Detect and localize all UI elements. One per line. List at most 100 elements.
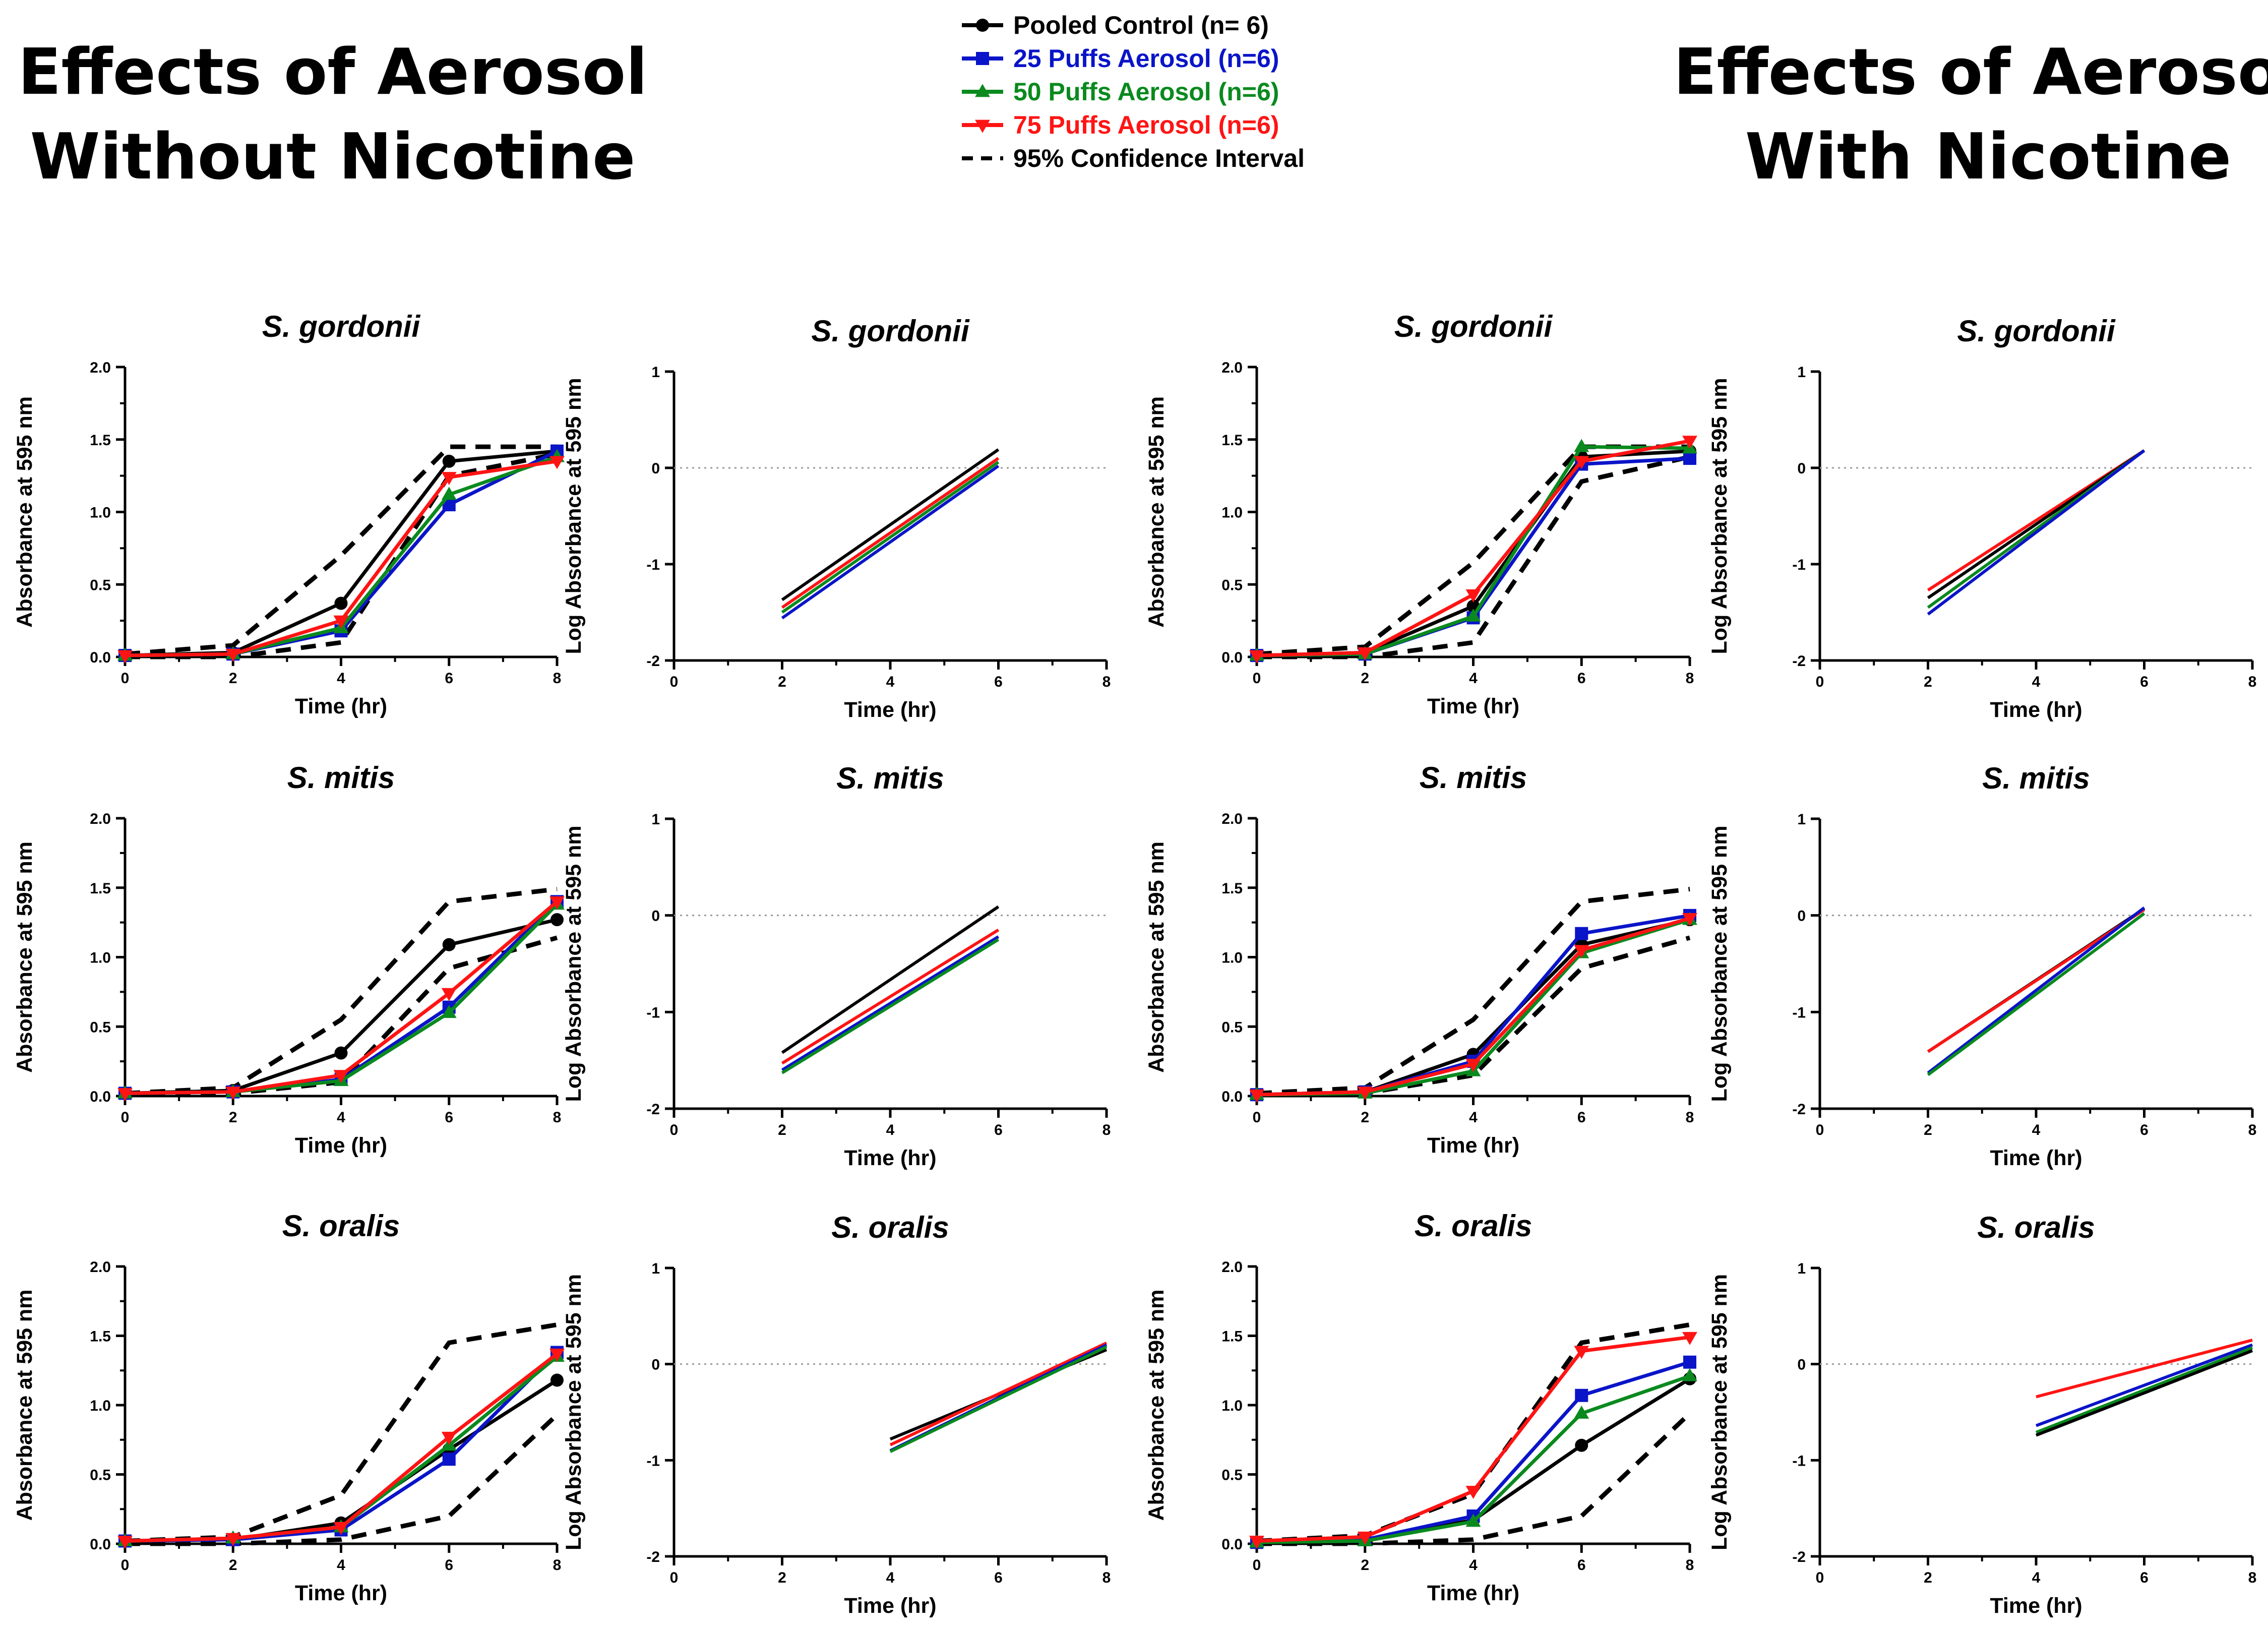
heading-left-line2: Without Nicotine (30, 119, 636, 194)
panel-r2c2: S. oralis Time (hr) Absorbance at 595 nm 0.… (1144, 1209, 1697, 1605)
panel-r2c1: S. oralis Time (hr) Log Absorbance at 595 … (562, 1211, 1111, 1618)
data-point-control (1575, 1438, 1588, 1452)
x-axis-label: Time (hr) (844, 1594, 936, 1618)
x-tick-label: 8 (2248, 1569, 2257, 1586)
y-tick-label: 0 (1797, 1357, 1806, 1373)
panel-title: S. gordonii (811, 314, 970, 348)
x-tick-label: 2 (1361, 670, 1369, 687)
x-tick-label: 2 (1924, 674, 1932, 690)
confidence-interval-upper (125, 444, 557, 656)
y-axis-label: Log Absorbance at 595 nm (562, 378, 586, 654)
y-tick-label: 1 (1797, 1260, 1806, 1277)
y-tick-label: 0 (1797, 908, 1806, 925)
y-tick-label: 0.5 (1221, 577, 1243, 593)
y-tick-label: 1.0 (90, 505, 111, 521)
data-point-p75 (1357, 1086, 1373, 1100)
y-axis-label: Absorbance at 595 nm (13, 1290, 37, 1521)
y-tick-label: 1.0 (1221, 1398, 1243, 1414)
data-point-p75 (117, 650, 133, 663)
y-tick-label: 0.0 (90, 1536, 111, 1553)
x-tick-label: 6 (1577, 1109, 1586, 1126)
y-axis-label: Log Absorbance at 595 nm (1707, 1274, 1732, 1550)
confidence-interval-upper (1256, 887, 1690, 1096)
series-line-p75 (2036, 1339, 2253, 1399)
series-line-p25 (781, 464, 1000, 620)
x-tick-label: 0 (1253, 1557, 1261, 1574)
x-tick-label: 8 (2248, 1122, 2257, 1138)
x-tick-label: 4 (2032, 1122, 2041, 1138)
y-tick-label: 2.0 (90, 811, 111, 827)
data-point-p75 (333, 1522, 349, 1535)
data-point-control (550, 913, 564, 927)
data-point-p75 (117, 1088, 133, 1102)
x-tick-label: 4 (337, 1557, 345, 1574)
x-tick-label: 2 (1924, 1122, 1932, 1138)
heading-left-line1: Effects of Aerosol (18, 35, 647, 109)
x-tick-label: 6 (994, 1569, 1003, 1586)
series-line-p50 (889, 1345, 1108, 1453)
x-axis-label: Time (hr) (844, 1146, 936, 1170)
y-tick-label: 2.0 (90, 359, 111, 376)
y-tick-label: 1.0 (1221, 505, 1243, 521)
data-point-p75 (441, 1431, 457, 1445)
x-tick-label: 6 (445, 1557, 453, 1574)
panel-title: S. mitis (287, 761, 395, 795)
x-tick-label: 8 (1686, 1557, 1694, 1574)
series-line-p75 (781, 928, 1000, 1065)
panel-r2c0: S. oralis Time (hr) Absorbance at 595 nm 0.… (13, 1209, 565, 1605)
panel-r0c3: S. gordonii Time (hr) Log Absorbance at 59… (1707, 314, 2256, 722)
panel-title: S. gordonii (1394, 310, 1553, 343)
x-tick-label: 0 (121, 1109, 130, 1126)
y-tick-label: -2 (646, 653, 660, 670)
x-tick-label: 0 (1253, 670, 1261, 687)
y-tick-label: 1.0 (1221, 950, 1243, 966)
y-tick-label: -2 (646, 1101, 660, 1118)
y-tick-label: -1 (646, 557, 660, 573)
y-axis-label: Log Absorbance at 595 nm (1707, 826, 1732, 1102)
x-tick-label: 2 (229, 670, 237, 687)
y-tick-label: 1.5 (1221, 1328, 1243, 1345)
x-axis-label: Time (hr) (1990, 1146, 2082, 1170)
series-line-p75 (1927, 908, 2146, 1053)
y-tick-label: 0.0 (90, 649, 111, 666)
data-point-p75 (1465, 589, 1481, 602)
x-tick-label: 0 (1253, 1109, 1261, 1126)
panel-r1c1: S. mitis Time (hr) Log Absorbance at 595 n… (562, 761, 1111, 1170)
series-line-p25 (781, 935, 1000, 1071)
x-tick-label: 4 (337, 670, 345, 687)
series-line-control (2035, 1349, 2253, 1437)
legend-marker-p50 (975, 84, 990, 97)
panel-title: S. gordonii (1957, 314, 2116, 348)
y-axis-label: Log Absorbance at 595 nm (1707, 378, 1732, 654)
data-point-p75 (1465, 1486, 1481, 1499)
y-tick-label: 2.0 (1221, 1259, 1243, 1276)
y-tick-label: 0.0 (1221, 1536, 1243, 1553)
data-point-p25 (1575, 1388, 1588, 1402)
data-point-control (334, 1046, 348, 1060)
confidence-interval-lower (1256, 935, 1691, 1097)
x-tick-label: 6 (2140, 1122, 2149, 1138)
x-tick-label: 8 (1686, 1109, 1694, 1126)
y-tick-label: 1.0 (90, 1398, 111, 1414)
panel-r1c2: S. mitis Time (hr) Absorbance at 595 nm 0.0… (1144, 761, 1697, 1158)
data-point-p75 (1574, 945, 1589, 958)
legend-marker-control (976, 19, 989, 32)
x-tick-label: 2 (1361, 1109, 1369, 1126)
x-tick-label: 4 (1469, 670, 1478, 687)
data-point-p50 (1682, 1368, 1697, 1381)
data-point-p50 (441, 487, 457, 500)
y-axis-label: Absorbance at 595 nm (1144, 396, 1169, 628)
x-tick-label: 6 (445, 670, 453, 687)
y-tick-label: 0 (651, 1357, 660, 1373)
x-tick-label: 8 (1102, 1569, 1111, 1586)
y-tick-label: 2.0 (1221, 359, 1243, 376)
data-point-p75 (117, 1536, 133, 1549)
x-tick-label: 8 (1686, 670, 1694, 687)
series-line-p25 (1927, 449, 2146, 616)
data-point-p25 (1683, 1355, 1696, 1369)
x-tick-label: 2 (1924, 1569, 1932, 1586)
series-line-control (781, 448, 1000, 601)
y-tick-label: -1 (1792, 557, 1806, 573)
panel-r1c0: S. mitis Time (hr) Absorbance at 595 nm 0.0… (13, 761, 565, 1158)
x-tick-label: 2 (778, 1122, 786, 1138)
